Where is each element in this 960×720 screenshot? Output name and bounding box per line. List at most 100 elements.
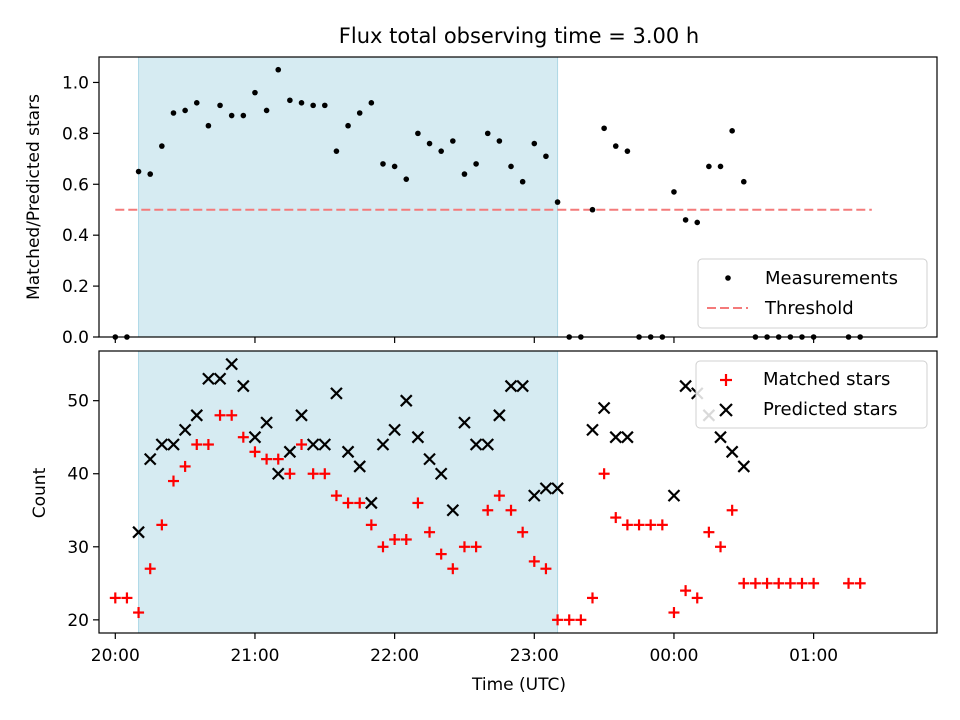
predicted-star-stroke-b (388, 423, 401, 437)
matched-star-point (738, 577, 750, 589)
predicted-star-point (737, 460, 751, 473)
top-legend: Measurements Threshold (697, 258, 928, 329)
matched-star-point (121, 592, 133, 604)
predicted-star-point (725, 445, 739, 459)
matched-star-point (249, 446, 261, 458)
measurement-point (159, 143, 165, 149)
top-y-tick-label: 0.4 (62, 226, 89, 246)
matched-star-point (389, 533, 401, 545)
predicted-star-stroke-b (225, 357, 238, 371)
predicted-star-stroke-b (190, 409, 204, 422)
matched-star-point (156, 519, 168, 531)
matched-star-point (656, 519, 668, 531)
predicted-star-point (399, 394, 413, 407)
predicted-star-point (341, 445, 355, 459)
measurement-point (426, 140, 433, 147)
measurement-point (496, 138, 503, 144)
bottom-y-tick-label: 20 (67, 611, 89, 631)
matched-star-point (621, 519, 633, 531)
matched-star-point (319, 468, 331, 480)
predicted-star-stroke-b (504, 379, 518, 393)
predicted-star-point (248, 430, 262, 444)
matched-star-point (645, 519, 657, 531)
measurement-point (135, 168, 142, 175)
measurement-point (380, 161, 386, 167)
top-y-tick-label: 1.0 (62, 73, 89, 93)
top-y-axis-ticks: 0.0 0.2 0.4 0.6 0.8 1.0 (62, 73, 99, 348)
predicted-star-stroke-b (609, 430, 623, 444)
predicted-star-stroke-b (516, 379, 529, 393)
predicted-star-point (481, 438, 495, 451)
matched-star-point (854, 577, 866, 589)
matched-stars-legend-marker (720, 374, 732, 386)
predicted-star-stroke-b (434, 467, 448, 481)
predicted-star-stroke-b (237, 379, 250, 393)
predicted-stars-legend-label: Predicted stars (763, 399, 897, 420)
predicted-star-stroke-b (458, 416, 471, 429)
matched-star-point (133, 607, 145, 619)
x-tick-label: 23:00 (510, 646, 559, 666)
matched-star-point (330, 490, 342, 502)
matched-star-point (226, 409, 238, 421)
predicted-star-point (539, 482, 553, 495)
predicted-star-stroke-b (283, 445, 297, 459)
matched-star-point (447, 563, 459, 575)
predicted-star-stroke-b (621, 430, 634, 444)
matched-star-point (552, 614, 564, 626)
bottom-axes-frame (98, 350, 938, 634)
predicted-star-point (225, 357, 238, 371)
x-tick-label: 00:00 (649, 646, 698, 666)
predicted-star-point (504, 379, 518, 393)
x-tick-label: 01:00 (789, 646, 838, 666)
measurement-point (740, 178, 747, 185)
predicted-star-point (155, 438, 169, 451)
matched-star-point (214, 409, 226, 421)
matched-star-point (796, 577, 808, 589)
measurement-point (717, 163, 724, 170)
measurement-point (321, 102, 328, 109)
bottom-x-axis-ticks: 20:00 21:00 22:00 23:00 00:00 01:00 (91, 633, 838, 666)
predicted-star-stroke-b (271, 467, 285, 481)
top-y-tick-label: 0.0 (62, 328, 89, 348)
predicted-star-stroke-b (737, 460, 751, 473)
bottom-y-tick-label: 40 (67, 465, 89, 485)
top-panel: 0.0 0.2 0.4 0.6 0.8 1.0 Flux total observing … (24, 24, 938, 348)
matched-star-point (598, 468, 610, 480)
predicted-star-stroke-b (155, 438, 169, 451)
matched-star-point (586, 592, 598, 604)
matched-star-point (237, 431, 249, 443)
matched-star-point (843, 577, 855, 589)
measurement-point (519, 178, 526, 185)
predicted-star-point (190, 409, 204, 422)
matched-star-point (412, 497, 424, 509)
predicted-star-stroke-b (376, 438, 390, 451)
measurement-point (345, 122, 351, 129)
predicted-star-stroke-b (330, 387, 343, 400)
matched-star-point (749, 577, 761, 589)
predicted-star-stroke-b (318, 438, 332, 451)
matched-star-point (458, 541, 470, 553)
matched-star-point (167, 475, 179, 487)
predicted-star-point (528, 489, 541, 502)
measurement-point (624, 148, 631, 154)
predicted-star-point (469, 438, 483, 451)
predicted-star-point (551, 482, 564, 495)
top-x-axis-ticks (114, 337, 815, 343)
matched-star-point (493, 490, 505, 502)
measurement-point (484, 130, 491, 137)
matched-star-point (482, 504, 494, 516)
matched-star-point (808, 577, 820, 589)
predicted-star-point (446, 503, 460, 517)
matched-star-point (272, 453, 284, 465)
predicted-star-point (423, 452, 436, 466)
predicted-star-stroke-b (202, 372, 215, 386)
measurement-point (729, 128, 735, 134)
matched-star-point (261, 453, 273, 465)
predicted-star-point (260, 416, 273, 429)
predicted-stars-legend-marker (719, 403, 733, 417)
measurement-point (240, 112, 247, 119)
measurements-legend-label: Measurements (765, 268, 898, 289)
chart-title: Flux total observing time = 3.00 h (339, 24, 699, 48)
measurement-point (275, 66, 282, 73)
measurement-point (450, 138, 456, 144)
